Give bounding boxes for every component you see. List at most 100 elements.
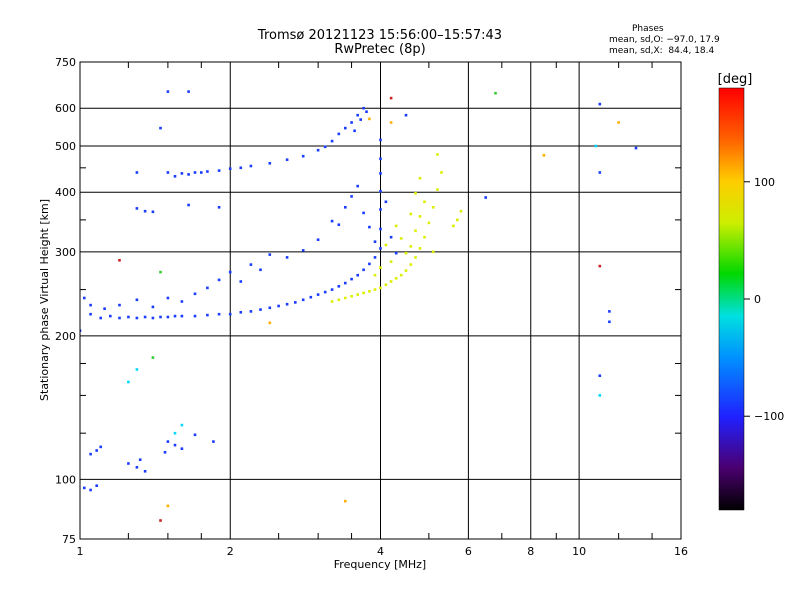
y-tick-label: 500	[55, 140, 76, 153]
data-point	[418, 247, 422, 250]
data-point	[166, 315, 170, 319]
data-point	[404, 113, 408, 117]
x-tick-labels: 1 2 4 6 8 10 16	[77, 545, 689, 558]
data-point	[414, 256, 417, 259]
data-point	[239, 166, 243, 170]
data-point	[118, 303, 121, 307]
data-point	[268, 162, 272, 165]
data-point	[356, 113, 359, 117]
data-point	[173, 175, 177, 178]
data-point	[301, 249, 305, 252]
data-point	[344, 281, 347, 285]
data-point	[206, 170, 209, 173]
data-point	[173, 443, 177, 447]
data-point	[323, 290, 327, 294]
data-point	[285, 302, 289, 306]
data-point	[418, 215, 422, 218]
data-point	[394, 277, 398, 280]
plot-frame	[79, 61, 682, 540]
data-point	[294, 301, 297, 304]
data-point	[418, 176, 422, 180]
data-point	[99, 316, 102, 320]
data-point	[379, 286, 382, 290]
data-point	[187, 90, 190, 93]
data-point	[414, 229, 417, 233]
data-point	[99, 445, 102, 449]
x-tick-label: 1	[77, 545, 84, 558]
y-tick-label: 600	[55, 102, 76, 115]
data-point	[598, 102, 602, 106]
data-point	[239, 280, 243, 283]
data-point	[138, 458, 142, 461]
data-point	[368, 225, 371, 229]
data-point	[316, 293, 320, 296]
y-tick-label: 200	[55, 330, 76, 343]
data-point	[151, 356, 155, 359]
data-point	[362, 268, 365, 272]
data-point	[89, 488, 92, 492]
phase-stats-o-mode: mean, sd,O: −97.0, 17.9	[609, 35, 720, 45]
x-axis-label: Frequency [MHz]	[334, 558, 426, 571]
data-point	[89, 452, 92, 456]
y-tick-label: 75	[62, 533, 76, 546]
data-point	[365, 110, 368, 113]
data-point	[344, 499, 347, 503]
data-point	[193, 171, 197, 174]
data-point	[399, 237, 403, 240]
data-point	[617, 121, 620, 124]
data-point	[180, 423, 184, 427]
data-point	[135, 368, 139, 371]
data-point	[594, 144, 598, 148]
data-point	[193, 314, 197, 318]
data-point	[414, 192, 417, 195]
data-point	[350, 295, 353, 298]
data-point	[608, 320, 611, 324]
data-point	[143, 315, 147, 319]
data-point	[404, 269, 408, 272]
data-point	[166, 296, 170, 300]
data-point	[344, 296, 347, 300]
data-point	[166, 90, 170, 93]
data-point	[384, 200, 388, 204]
data-point	[118, 316, 121, 320]
data-point	[212, 440, 215, 443]
colorbar-tick-label: 100	[754, 176, 775, 189]
data-point	[316, 148, 320, 152]
data-point	[83, 486, 86, 490]
data-point	[431, 250, 435, 254]
data-point	[163, 451, 167, 454]
data-point	[127, 315, 130, 319]
data-point	[135, 298, 139, 302]
x-tick-label: 8	[527, 545, 534, 558]
data-point	[180, 172, 184, 175]
data-point	[389, 121, 393, 124]
data-point	[217, 278, 221, 282]
data-point	[379, 227, 382, 231]
data-point	[373, 256, 377, 259]
data-point	[83, 296, 86, 300]
data-point	[389, 280, 393, 283]
data-point	[368, 117, 371, 121]
data-point	[143, 470, 147, 473]
y-tick-label: 300	[55, 246, 76, 259]
data-point	[337, 298, 341, 302]
data-point	[239, 311, 243, 314]
data-point	[159, 126, 162, 130]
data-point	[379, 247, 382, 250]
data-point	[135, 466, 139, 469]
data-point	[127, 462, 130, 465]
data-point	[634, 146, 638, 150]
data-point	[259, 308, 262, 311]
colorbar-tick-label: −100	[754, 410, 784, 423]
data-point	[206, 286, 209, 290]
data-point	[135, 171, 139, 174]
data-point	[356, 273, 359, 277]
data-point	[200, 171, 203, 174]
phase-stats-heading: Phases	[632, 24, 664, 34]
data-point	[409, 263, 413, 266]
chart-subtitle: RwPretec (8p)	[334, 42, 426, 57]
data-point	[89, 312, 92, 316]
data-point	[330, 219, 334, 223]
data-point	[598, 394, 602, 397]
